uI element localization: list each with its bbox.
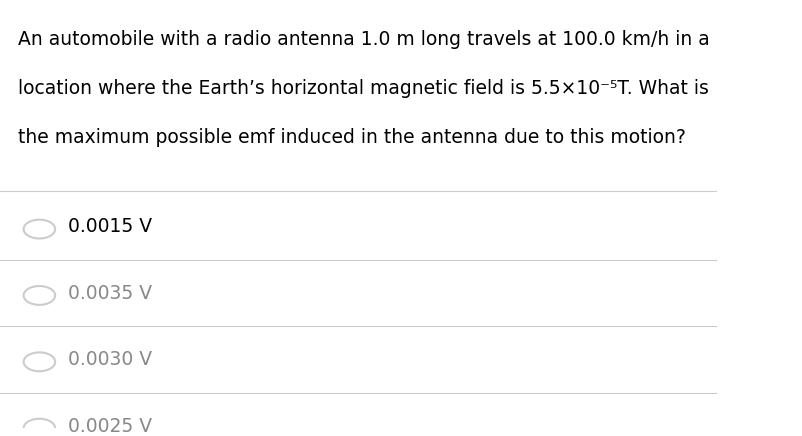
Text: 0.0015 V: 0.0015 V — [68, 218, 152, 236]
Text: 0.0025 V: 0.0025 V — [68, 416, 152, 436]
Text: 0.0035 V: 0.0035 V — [68, 284, 152, 303]
Text: 0.0030 V: 0.0030 V — [68, 350, 152, 369]
Text: An automobile with a radio antenna 1.0 m long travels at 100.0 km/h in a: An automobile with a radio antenna 1.0 m… — [18, 30, 710, 49]
Text: location where the Earth’s horizontal magnetic field is 5.5×10⁻⁵T. What is: location where the Earth’s horizontal ma… — [18, 79, 709, 98]
Text: the maximum possible emf induced in the antenna due to this motion?: the maximum possible emf induced in the … — [18, 129, 686, 147]
